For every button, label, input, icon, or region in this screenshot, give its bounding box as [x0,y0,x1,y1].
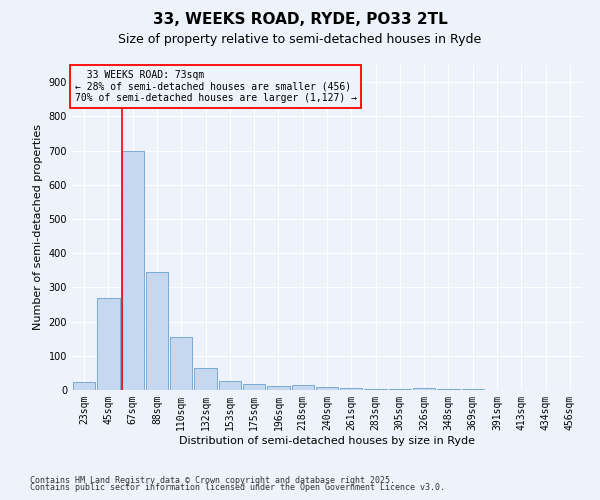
X-axis label: Distribution of semi-detached houses by size in Ryde: Distribution of semi-detached houses by … [179,436,475,446]
Y-axis label: Number of semi-detached properties: Number of semi-detached properties [33,124,43,330]
Bar [316,386,338,390]
Bar [73,382,95,390]
Bar [292,385,314,390]
Bar [340,388,362,390]
Text: 33 WEEKS ROAD: 73sqm
← 28% of semi-detached houses are smaller (456)
70% of semi: 33 WEEKS ROAD: 73sqm ← 28% of semi-detac… [74,70,356,103]
Text: Size of property relative to semi-detached houses in Ryde: Size of property relative to semi-detach… [118,32,482,46]
Bar [267,386,290,390]
Bar [97,298,119,390]
Bar [170,337,193,390]
Bar [218,382,241,390]
Bar [243,384,265,390]
Bar [364,389,387,390]
Text: 33, WEEKS ROAD, RYDE, PO33 2TL: 33, WEEKS ROAD, RYDE, PO33 2TL [152,12,448,28]
Bar [413,388,436,390]
Bar [194,368,217,390]
Bar [146,272,168,390]
Bar [389,389,411,390]
Text: Contains public sector information licensed under the Open Government Licence v3: Contains public sector information licen… [30,484,445,492]
Bar [122,150,144,390]
Text: Contains HM Land Registry data © Crown copyright and database right 2025.: Contains HM Land Registry data © Crown c… [30,476,395,485]
